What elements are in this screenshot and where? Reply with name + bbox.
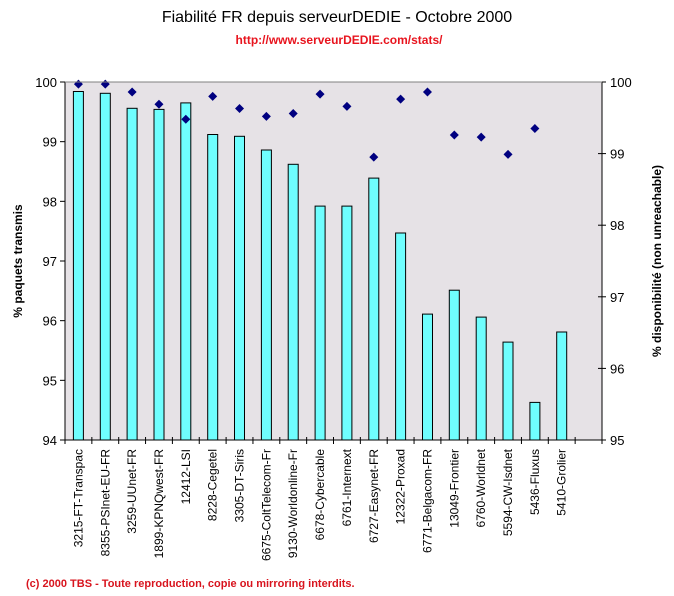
bar-3305-DT-Siris <box>234 135 245 441</box>
bar-3215-FT-Transpac <box>72 91 84 441</box>
bar-6727-Easynet-FR <box>368 177 380 441</box>
bar-12412-LSI <box>180 102 192 441</box>
left-axis-title: % paquets transmis <box>11 204 25 318</box>
x-tick-label: 5436-Fluxus <box>528 449 542 515</box>
marker-12322-Proxad <box>396 94 406 104</box>
x-tick-label: 3305-DT-Siris <box>233 449 247 522</box>
x-tick-label: 3259-UUnet-FR <box>125 449 139 534</box>
marker-5436-Fluxus <box>530 124 540 134</box>
marker-3259-UUnet-FR <box>127 87 137 97</box>
bar-6771-Belgacom-FR <box>422 313 433 441</box>
left-tick-label: 95 <box>43 373 57 388</box>
right-axis-title: % disponibilité (non unreachable) <box>650 165 664 357</box>
x-tick-label: 5594-CW-Isdnet <box>501 448 515 536</box>
x-tick-label: 6760-Worldnet <box>474 448 488 527</box>
marker-6675-ColtTelecom-Fr <box>261 111 271 121</box>
bar-6675-ColtTelecom-Fr <box>260 149 272 441</box>
bar-5410-Grolier <box>556 331 568 441</box>
marker-9130-Worldonline-Fr <box>288 109 298 119</box>
plot-area <box>65 82 602 440</box>
right-tick-label: 100 <box>610 75 632 90</box>
marker-6761-Internext <box>342 101 352 111</box>
marker-series <box>73 79 540 162</box>
right-tick-label: 98 <box>610 218 624 233</box>
bar-9130-Worldonline-Fr <box>287 163 299 441</box>
bar-series <box>72 91 568 441</box>
x-tick-label: 6761-Internext <box>340 448 354 526</box>
x-tick-label: 12322-Proxad <box>394 449 408 524</box>
left-tick-label: 96 <box>43 314 57 329</box>
x-tick-label: 9130-Worldonline-Fr <box>286 449 300 558</box>
left-tick-label: 94 <box>43 433 57 448</box>
right-tick-label: 97 <box>610 290 624 305</box>
marker-13049-Frontier <box>449 130 459 140</box>
chart-title: Fiabilité FR depuis serveurDEDIE - Octob… <box>161 9 513 26</box>
x-tick-label: 6771-Belgacom-FR <box>421 449 435 553</box>
bar-3259-UUnet-FR <box>126 107 138 441</box>
bar-13049-Frontier <box>448 289 460 441</box>
x-tick-label: 3215-FT-Transpac <box>71 449 85 547</box>
bar-1899-KPNQwest-FR <box>153 108 165 441</box>
bar-6678-Cybercable <box>314 205 326 441</box>
marker-6771-Belgacom-FR <box>422 87 432 97</box>
marker-1899-KPNQwest-FR <box>154 99 164 109</box>
bar-6760-Worldnet <box>475 316 487 441</box>
marker-8228-Cegetel <box>208 91 218 101</box>
bar-8228-Cegetel <box>207 134 219 441</box>
chart-subtitle-link[interactable]: http://www.serveurDEDIE.com/stats/ <box>235 33 443 47</box>
x-tick-label: 12412-LSI <box>179 449 193 504</box>
bar-6761-Internext <box>341 205 353 441</box>
right-tick-label: 99 <box>610 147 624 162</box>
x-axis: 3215-FT-Transpac 8355-PSInet-EU-FR 3259-UU… <box>64 437 603 561</box>
marker-6678-Cybercable <box>315 89 325 99</box>
x-tick-label: 6727-Easynet-FR <box>367 449 381 543</box>
x-tick-label: 8355-PSInet-EU-FR <box>98 449 112 557</box>
x-tick-label: 1899-KPNQwest-FR <box>152 449 166 559</box>
marker-5594-CW-Isdnet <box>503 149 513 159</box>
marker-12412-LSI <box>181 114 191 124</box>
bar-12322-Proxad <box>395 232 407 441</box>
x-tick-label: 5410-Grolier <box>555 449 569 516</box>
marker-3305-DT-Siris <box>235 103 245 113</box>
left-tick-label: 99 <box>43 135 57 150</box>
right-tick-label: 96 <box>610 361 624 376</box>
x-tick-label: 8228-Cegetel <box>206 449 220 521</box>
bar-5436-Fluxus <box>529 401 541 441</box>
x-tick-label: 6678-Cybercable <box>313 449 327 541</box>
left-tick-label: 98 <box>43 194 57 209</box>
bar-8355-PSInet-EU-FR <box>99 92 111 441</box>
right-tick-label: 95 <box>610 433 624 448</box>
left-tick-label: 97 <box>43 254 57 269</box>
left-y-axis: 94 95 96 97 98 99 100 <box>35 75 66 448</box>
x-tick-label: 6675-ColtTelecom-Fr <box>259 449 273 561</box>
left-tick-label: 100 <box>35 75 57 90</box>
marker-6727-Easynet-FR <box>369 152 379 162</box>
copyright-footer: (c) 2000 TBS - Toute reproduction, copie… <box>26 578 355 590</box>
right-y-axis: 95 96 97 98 99 100 <box>598 75 632 448</box>
x-tick-label: 13049-Frontier <box>447 449 461 528</box>
marker-6760-Worldnet <box>476 132 486 142</box>
bar-5594-CW-Isdnet <box>502 341 514 441</box>
